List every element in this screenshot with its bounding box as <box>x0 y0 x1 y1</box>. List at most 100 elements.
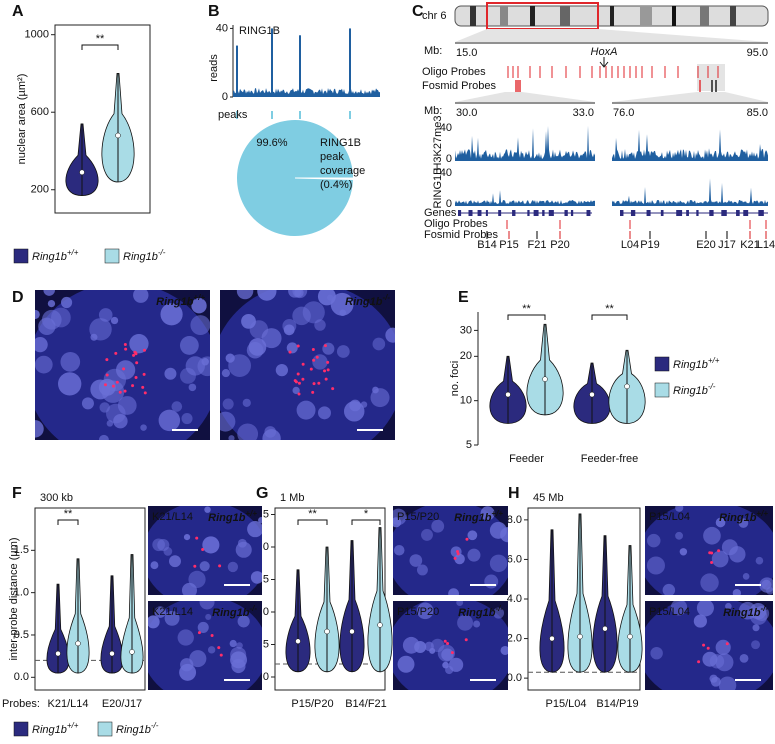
median-dot <box>55 650 61 657</box>
y-tick-label: 2.0 <box>507 632 522 644</box>
track-label: H3K27me3 <box>432 115 444 170</box>
genotype-label: Ring1b-/- <box>673 382 716 397</box>
chromocenter <box>157 538 170 552</box>
probe-name: K21 <box>740 239 760 251</box>
chromocenter <box>318 406 331 420</box>
x-tick-label: Feeder-free <box>581 453 638 465</box>
panel-letter: F <box>12 485 22 502</box>
gene <box>548 210 554 216</box>
chromocenter <box>336 345 350 358</box>
gene <box>527 210 530 216</box>
probe-name: P20 <box>550 239 570 251</box>
nucleus <box>645 601 773 690</box>
fish-signal <box>115 380 119 384</box>
genotype-superscript: +/+ <box>245 509 257 518</box>
chromocenter <box>416 564 428 576</box>
image-content <box>645 506 773 595</box>
micrograph <box>645 506 773 595</box>
chromocenter <box>700 573 719 592</box>
chromocenter <box>710 676 721 687</box>
genotype-superscript: +/+ <box>193 293 205 302</box>
chromocenter <box>349 399 361 412</box>
chromocenter <box>148 615 160 629</box>
chromocenter <box>154 606 167 618</box>
genotype-label: Ring1b-/- <box>212 604 257 619</box>
chromocenter <box>675 506 684 512</box>
fish-signal <box>288 350 292 354</box>
pie-caption: peak <box>320 151 344 163</box>
y-axis-label: inter-probe distance (µm) <box>8 537 20 660</box>
fish-signal <box>122 367 126 371</box>
chromocenter <box>646 556 665 575</box>
median-dot <box>129 649 135 655</box>
ideogram-band <box>610 6 614 26</box>
chromocenter <box>330 292 354 316</box>
probe-label: K21/L14 <box>152 606 193 618</box>
gene <box>485 210 488 216</box>
genotype-label: Ring1b+/+ <box>208 509 257 524</box>
genotype-label: Ring1b-/- <box>723 604 768 619</box>
y-tick-label: 10 <box>460 395 472 407</box>
fish-signal <box>323 369 327 373</box>
y-tick-label: 20 <box>460 350 472 362</box>
panel-letter: C <box>412 3 424 20</box>
probe-label: P15/L04 <box>649 511 690 523</box>
image-content <box>35 290 210 440</box>
fish-signal <box>142 348 146 352</box>
chromocenter <box>484 574 499 589</box>
mb-label: Mb: <box>424 45 442 57</box>
chromocenter <box>188 383 197 392</box>
y-tick-label: 0.0 <box>14 671 29 683</box>
pie-slice <box>294 177 354 180</box>
genotype-label: Ring1b+/+ <box>719 509 768 524</box>
chromocenter <box>160 303 183 326</box>
chromocenter <box>169 555 181 568</box>
fish-signal <box>123 343 127 347</box>
pie-value-label: (0.4%) <box>320 179 352 191</box>
legend-swatch <box>97 721 113 737</box>
probe-name: J17 <box>718 239 736 251</box>
fish-signal <box>193 564 197 568</box>
x-tick-label: E20/J17 <box>102 698 142 710</box>
significance-label: * <box>364 508 369 520</box>
genotype-name: Ring1b <box>454 512 492 524</box>
chromocenter <box>106 420 114 427</box>
micrograph <box>148 601 262 690</box>
probe-label: P15/P20 <box>397 606 439 618</box>
chromocenter <box>385 327 395 343</box>
signal-track <box>455 125 595 161</box>
panel-letter: H <box>508 485 520 502</box>
genotype-label: Ring1b-/- <box>116 721 159 736</box>
median-dot <box>115 132 121 139</box>
gene-arrow <box>599 57 609 68</box>
ideogram-band <box>530 6 535 26</box>
y-tick-label: 600 <box>31 106 49 118</box>
panel-letter: G <box>256 485 268 502</box>
chromocenter <box>421 528 433 541</box>
probe-name: L14 <box>757 239 775 251</box>
chromocenter <box>197 621 209 633</box>
chromocenter <box>702 651 718 667</box>
track-tick-label: 0 <box>446 153 452 165</box>
row-label: Oligo Probes <box>422 66 486 78</box>
fish-signal <box>464 638 468 642</box>
legend-swatch <box>13 721 29 737</box>
chromocenter <box>696 601 714 617</box>
chromocenter <box>262 429 281 440</box>
fish-signal <box>210 633 214 637</box>
genotype-superscript: +/+ <box>756 509 768 518</box>
chromocenter <box>322 342 335 355</box>
mb-tick-label: 33.0 <box>573 107 594 119</box>
median-dot <box>602 625 608 632</box>
chromocenter <box>191 298 207 314</box>
chromocenter <box>467 530 478 541</box>
fish-signal <box>453 556 457 560</box>
genotype-label: Ring1b+/+ <box>32 721 79 736</box>
chromocenter <box>257 290 277 301</box>
image-content <box>393 601 508 690</box>
chromocenter <box>467 548 481 562</box>
ideogram-band <box>730 6 736 26</box>
track-tick-label: 40 <box>440 122 452 134</box>
chromocenter <box>500 645 508 655</box>
chromocenter <box>312 354 328 370</box>
